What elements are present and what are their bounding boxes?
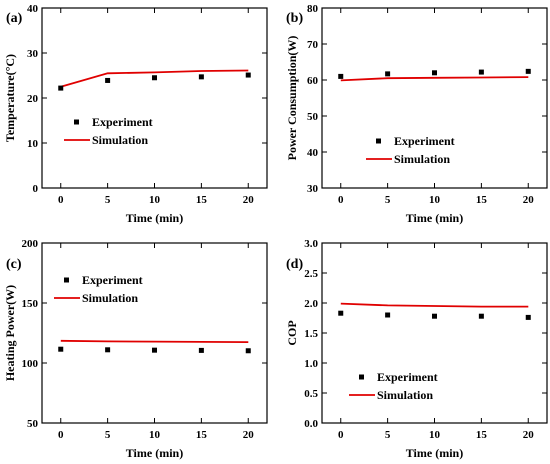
experiment-point (105, 347, 111, 353)
x-tick-label: 15 (196, 194, 208, 206)
chart-panel-2: 0 5 10 15 20 30 40 50 60 70 80 Time (min) Power Cons… (285, 3, 548, 225)
experiment-point (105, 77, 111, 83)
simulation-line (60, 339, 249, 343)
x-tick-label: 10 (429, 194, 441, 206)
y-tick-label: 80 (307, 3, 319, 15)
plot-frame (41, 7, 268, 189)
x-axis-title: Time (min) (126, 211, 183, 225)
x-tick-label: 20 (243, 194, 255, 206)
y-tick-label: 0.0 (304, 418, 318, 430)
y-tick-label: 100 (22, 358, 39, 370)
legend-simulation-label: Simulation (92, 133, 148, 147)
experiment-point (385, 312, 391, 318)
panel-label: (d) (286, 257, 303, 272)
experiment-point (245, 348, 251, 354)
y-tick-label: 2.0 (304, 298, 318, 310)
x-axis-title: Time (min) (126, 446, 183, 460)
experiment-point (245, 72, 251, 78)
y-tick-label: 0.5 (304, 388, 318, 400)
x-tick-label: 15 (476, 429, 488, 441)
x-tick-label: 15 (196, 429, 208, 441)
legend-experiment-marker (64, 277, 69, 283)
chart-panel-1: 0 5 10 15 20 0 10 20 30 40 Time (min) Temperature(°… (3, 3, 268, 225)
simulation-line (340, 76, 529, 82)
experiment-point (432, 313, 437, 319)
y-tick-label: 1.5 (304, 328, 318, 340)
x-tick-label: 0 (58, 429, 64, 441)
y-tick-label: 40 (27, 3, 39, 15)
chart-panel-4: 0 5 10 15 20 0.0 0.5 1.0 1.5 2.0 2.5 3.0 Time (min) C… (285, 238, 548, 460)
experiment-point (525, 314, 531, 320)
x-tick-label: 0 (58, 194, 64, 206)
y-axis-title: Heating Power(W) (3, 285, 17, 381)
x-tick-label: 0 (338, 194, 344, 206)
plot-frame (41, 242, 268, 424)
experiment-point (152, 75, 157, 81)
simulation-line (60, 69, 249, 88)
legend-experiment-label: Experiment (394, 134, 455, 148)
experiment-point (432, 70, 437, 76)
y-tick-label: 10 (27, 138, 39, 150)
y-tick-label: 0 (33, 183, 39, 195)
experiment-point (198, 74, 204, 80)
experiment-point (58, 346, 64, 352)
x-tick-label: 20 (243, 429, 255, 441)
y-tick-label: 1.0 (304, 358, 318, 370)
legend-simulation-label: Simulation (394, 152, 450, 166)
y-tick-label: 70 (307, 39, 319, 51)
legend-experiment-label: Experiment (377, 370, 438, 384)
x-tick-label: 5 (105, 429, 111, 441)
legend-experiment-label: Experiment (82, 273, 143, 287)
x-tick-label: 20 (523, 429, 535, 441)
panel-label: (b) (286, 11, 303, 26)
panel-label: (c) (6, 257, 22, 272)
y-tick-label: 2.5 (304, 268, 318, 280)
x-axis-title: Time (min) (406, 211, 463, 225)
y-tick-label: 20 (27, 93, 39, 105)
x-tick-label: 10 (149, 194, 161, 206)
experiment-point (478, 69, 484, 75)
panel-label: (a) (6, 11, 23, 26)
y-tick-label: 3.0 (304, 238, 318, 250)
x-tick-label: 5 (105, 194, 111, 206)
y-tick-label: 60 (307, 75, 319, 87)
y-tick-label: 50 (307, 111, 319, 123)
legend-experiment-marker (359, 374, 364, 380)
x-tick-label: 5 (385, 429, 391, 441)
x-tick-label: 15 (476, 194, 488, 206)
chart-panel-3: 0 5 10 15 20 50 100 150 200 Time (min) Heating Pow… (3, 238, 268, 460)
y-tick-label: 30 (27, 48, 39, 60)
plot-frame (321, 242, 548, 424)
experiment-point (525, 68, 531, 74)
y-tick-label: 50 (27, 418, 39, 430)
legend-simulation-label: Simulation (82, 291, 138, 305)
y-tick-label: 40 (307, 147, 319, 159)
legend-experiment-marker (74, 119, 79, 125)
y-axis-title: COP (285, 320, 299, 345)
experiment-point (152, 347, 157, 353)
x-tick-label: 20 (523, 194, 535, 206)
legend-experiment-marker (376, 138, 381, 144)
experiment-point (338, 310, 344, 316)
x-tick-label: 10 (149, 429, 161, 441)
experiment-point (478, 313, 484, 319)
experiment-point (338, 73, 344, 79)
x-tick-label: 0 (338, 429, 344, 441)
y-tick-label: 200 (22, 238, 39, 250)
experiment-point (58, 85, 64, 91)
legend-simulation-label: Simulation (377, 388, 433, 402)
y-tick-label: 30 (307, 183, 319, 195)
x-axis-title: Time (min) (406, 446, 463, 460)
simulation-line (340, 302, 529, 308)
experiment-point (385, 71, 391, 77)
legend-experiment-label: Experiment (92, 115, 153, 129)
x-tick-label: 5 (385, 194, 391, 206)
x-tick-label: 10 (429, 429, 441, 441)
y-tick-label: 150 (22, 298, 39, 310)
experiment-point (198, 347, 204, 353)
y-axis-title: Temperature(°C) (3, 54, 17, 142)
y-axis-title: Power Consumption(W) (285, 36, 299, 161)
